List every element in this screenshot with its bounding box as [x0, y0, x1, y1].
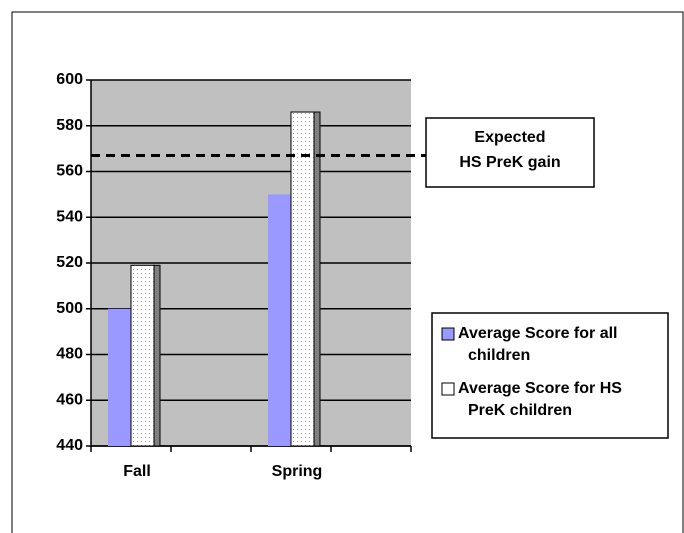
- y-tick-label: 600: [56, 71, 83, 88]
- legend-label: Average Score for HS PreK children: [458, 380, 622, 419]
- y-tick-label: 540: [56, 208, 83, 225]
- x-tick-label: Spring: [272, 463, 323, 480]
- y-tick-label: 500: [56, 300, 83, 317]
- annotation-text: Expected: [474, 129, 545, 146]
- legend-swatch: [441, 382, 455, 396]
- annotation-box: [425, 117, 595, 188]
- legend-label: Average Score for all children: [458, 325, 617, 364]
- bar: [130, 264, 155, 447]
- x-tick-label: Fall: [123, 463, 151, 480]
- y-tick-label: 480: [56, 346, 83, 363]
- y-tick-label: 460: [56, 391, 83, 408]
- bar: [108, 308, 131, 446]
- annotation-text: HS PreK gain: [459, 154, 560, 171]
- y-tick-label: 520: [56, 254, 83, 271]
- legend-swatch: [441, 327, 455, 341]
- bar-side: [153, 264, 161, 447]
- bar-side: [313, 111, 321, 447]
- legend-box: [431, 312, 669, 439]
- y-tick-label: 440: [56, 437, 83, 454]
- y-tick-label: 580: [56, 117, 83, 134]
- bar: [268, 194, 291, 446]
- bar: [290, 111, 315, 447]
- y-tick-label: 560: [56, 163, 83, 180]
